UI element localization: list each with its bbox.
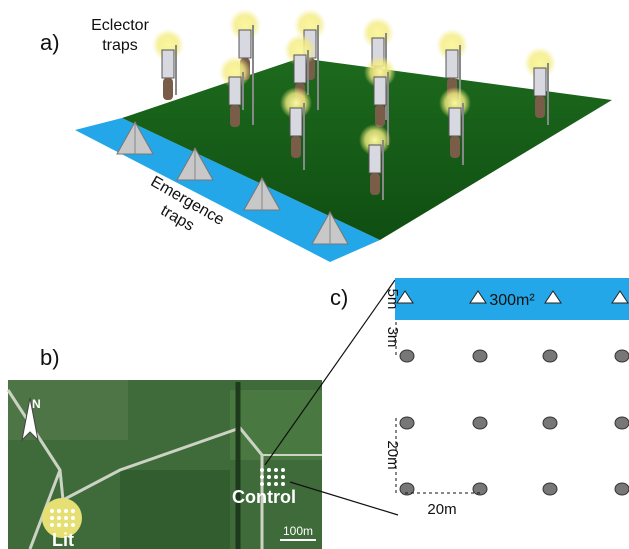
control-label: Control (232, 487, 296, 507)
dimension-label: 5m (384, 289, 401, 310)
field (120, 470, 230, 549)
trap-funnel (449, 108, 461, 136)
dimension-label: 20m (427, 501, 456, 518)
eclector-marker (400, 417, 414, 429)
control-trap (267, 468, 271, 472)
control-trap (260, 468, 264, 472)
lit-trap (57, 523, 61, 527)
control-trap (267, 482, 271, 486)
trap-funnel (446, 50, 458, 78)
lit-trap (71, 523, 75, 527)
control-trap (281, 468, 285, 472)
north-label: N (32, 397, 41, 411)
control-trap (281, 482, 285, 486)
lit-trap (50, 523, 54, 527)
dimension-label: 3m (384, 327, 401, 348)
trap-bag (375, 105, 385, 127)
lit-trap (57, 509, 61, 513)
trap-funnel (239, 30, 251, 58)
eclector-marker (615, 483, 629, 495)
eclector-marker (543, 350, 557, 362)
lit-trap (64, 509, 68, 513)
trap-funnel (374, 77, 386, 105)
control-trap (274, 468, 278, 472)
trap-bag (291, 136, 301, 158)
eclector-marker (615, 417, 629, 429)
lit-trap (50, 509, 54, 513)
control-trap (260, 482, 264, 486)
control-trap (267, 475, 271, 479)
trap-bag (535, 96, 545, 118)
eclector-label: Eclector (91, 17, 149, 34)
trap-funnel (369, 145, 381, 173)
trap-bag (450, 136, 460, 158)
panel-label: a) (40, 30, 60, 55)
figure: a) Eclector traps Emergence traps b) N L… (0, 0, 629, 549)
panel-b: b) N Lit Control 100m (8, 280, 398, 549)
trap-bag (230, 105, 240, 127)
scale-label: 100m (283, 524, 313, 538)
trap-bag (370, 173, 380, 195)
control-trap (274, 482, 278, 486)
trap-funnel (229, 77, 241, 105)
panel-a: a) Eclector traps Emergence traps (40, 9, 612, 262)
eclector-marker (543, 417, 557, 429)
lit-label: Lit (52, 530, 74, 549)
eclector-marker (543, 483, 557, 495)
trap-funnel (290, 108, 302, 136)
page: a) Eclector traps Emergence traps b) N L… (0, 0, 629, 549)
control-trap (281, 475, 285, 479)
lit-trap (50, 516, 54, 520)
eclector-marker (473, 350, 487, 362)
trap-funnel (162, 50, 174, 78)
lit-trap (57, 516, 61, 520)
control-trap (274, 475, 278, 479)
lit-trap (64, 523, 68, 527)
eclector-label: traps (102, 37, 138, 54)
lit-trap (71, 516, 75, 520)
eclector-marker (473, 417, 487, 429)
control-trap (260, 475, 264, 479)
panel-label: c) (330, 285, 348, 310)
panel-c: c) 300m² 5m 3m 20m 20m (330, 278, 629, 518)
dimension-label: 20m (384, 440, 401, 469)
lit-trap (71, 509, 75, 513)
eclector-marker (615, 350, 629, 362)
area-label: 300m² (489, 292, 535, 309)
panel-label: b) (40, 345, 60, 370)
eclector-markers (400, 350, 629, 495)
trap-funnel (294, 55, 306, 83)
lit-trap (64, 516, 68, 520)
trap-bag (163, 78, 173, 100)
trap-funnel (534, 68, 546, 96)
eclector-marker (400, 350, 414, 362)
